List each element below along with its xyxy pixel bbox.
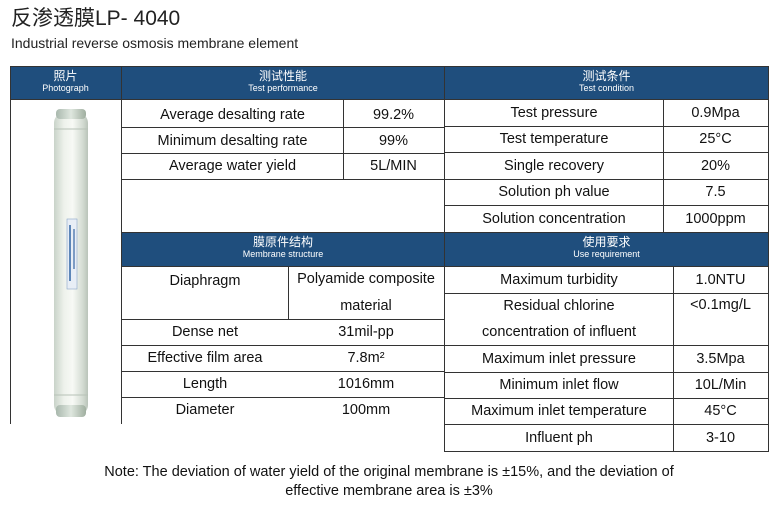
test-condition-header: 测试条件 Test condition xyxy=(445,66,768,99)
requirement-rule-3 xyxy=(445,372,768,373)
photograph-header: 照片 Photograph xyxy=(10,66,121,99)
requirement-label-4: Maximum inlet temperature xyxy=(471,403,647,419)
performance-rule-3 xyxy=(122,179,444,180)
requirement-rule-1 xyxy=(445,293,768,294)
photograph-header-en: Photograph xyxy=(42,83,89,93)
requirement-rule-4 xyxy=(445,398,768,399)
structure-value-1: 31mil-pp xyxy=(338,324,394,340)
center-divider xyxy=(444,66,445,452)
requirement-label-3: Minimum inlet flow xyxy=(499,377,619,393)
membrane-photo xyxy=(10,99,121,424)
structure-rule-1 xyxy=(122,319,444,320)
use-requirement-header-zh: 使用要求 xyxy=(582,235,631,249)
footnote-line-1: Note: The deviation of water yield of th… xyxy=(104,464,674,480)
footnote: Note: The deviation of water yield of th… xyxy=(0,463,778,501)
requirement-value-5: 3-10 xyxy=(705,429,736,446)
structure-value-2: 7.8m² xyxy=(347,350,385,366)
membrane-cylinder-image xyxy=(54,109,88,417)
photograph-header-zh: 照片 xyxy=(53,69,78,83)
requirement-rule-5 xyxy=(445,424,768,425)
requirement-value-1: <0.1mg/L xyxy=(690,297,751,313)
performance-value-0: 99.2% xyxy=(372,106,415,123)
structure-label-1: Dense net xyxy=(171,324,239,340)
requirement-value-4: 45°C xyxy=(704,403,737,419)
requirement-label-5: Influent ph xyxy=(525,429,593,446)
condition-rule-2 xyxy=(445,152,768,153)
performance-rule-1 xyxy=(122,127,444,128)
performance-label-2: Average water yield xyxy=(168,157,297,174)
structure-value-4: 100mm xyxy=(341,402,391,418)
condition-col-divider xyxy=(663,99,664,232)
structure-label-0: Diaphragm xyxy=(169,273,241,289)
table-bottom-border xyxy=(444,451,769,452)
condition-label-1: Test temperature xyxy=(499,131,609,147)
requirement-value-2: 3.5Mpa xyxy=(696,350,745,367)
condition-value-0: 0.9Mpa xyxy=(691,104,740,121)
requirement-value-3: 10L/Min xyxy=(694,377,747,393)
test-performance-header-en: Test performance xyxy=(248,83,318,93)
mid-header-bottom-rule xyxy=(122,266,769,267)
test-condition-header-zh: 测试条件 xyxy=(582,69,631,83)
footnote-line-2: effective membrane area is ±3% xyxy=(285,483,493,499)
condition-rule-4 xyxy=(445,205,768,206)
use-requirement-header: 使用要求 Use requirement xyxy=(445,232,768,266)
header-bottom-rule xyxy=(10,99,769,100)
requirement-rule-2 xyxy=(445,345,768,346)
performance-value-2: 5L/MIN xyxy=(370,157,417,174)
condition-rule-1 xyxy=(445,126,768,127)
condition-rule-3 xyxy=(445,179,768,180)
performance-label-0: Average desalting rate xyxy=(160,106,305,123)
performance-label-1: Minimum desalting rate xyxy=(157,132,308,149)
structure-value-0-line1: Polyamide composite xyxy=(297,271,435,287)
requirement-label-1-line1: Residual chlorine xyxy=(503,298,615,314)
condition-value-2: 20% xyxy=(700,157,731,174)
condition-value-4: 1000ppm xyxy=(685,210,746,227)
structure-col-divider xyxy=(288,266,289,319)
condition-label-0: Test pressure xyxy=(510,104,598,121)
condition-value-3: 7.5 xyxy=(705,184,726,200)
page-subtitle: Industrial reverse osmosis membrane elem… xyxy=(11,35,299,51)
test-performance-header: 测试性能 Test performance xyxy=(122,66,444,99)
structure-label-4: Diameter xyxy=(175,402,235,418)
requirement-label-1: Residual chlorine concentration of influ… xyxy=(445,293,673,345)
table-right-border xyxy=(768,66,769,452)
structure-value-3: 1016mm xyxy=(337,376,395,392)
table-top-border xyxy=(10,66,769,67)
structure-label-2: Effective film area xyxy=(147,350,263,366)
test-performance-header-zh: 测试性能 xyxy=(258,69,307,83)
use-requirement-header-en: Use requirement xyxy=(573,249,640,259)
requirement-value-0: 1.0NTU xyxy=(695,271,746,288)
condition-label-4: Solution concentration xyxy=(482,210,626,227)
performance-rule-2 xyxy=(122,153,444,154)
requirement-label-1-line2: concentration of influent xyxy=(482,324,636,340)
membrane-structure-header-en: Membrane structure xyxy=(242,249,324,259)
requirement-col-divider xyxy=(673,266,674,452)
membrane-structure-header: 膜原件结构 Membrane structure xyxy=(122,232,444,266)
requirement-label-0: Maximum turbidity xyxy=(500,271,618,288)
performance-value-1: 99% xyxy=(378,132,409,149)
photo-right-border xyxy=(121,66,122,424)
structure-value-0: Polyamide composite material xyxy=(288,266,444,319)
requirement-label-2: Maximum inlet pressure xyxy=(482,350,636,367)
mid-header-top-rule xyxy=(122,232,769,233)
page-title: 反渗透膜LP- 4040 xyxy=(11,7,181,30)
table-left-border xyxy=(10,66,11,424)
structure-value-0-line2: material xyxy=(340,298,392,314)
condition-label-2: Single recovery xyxy=(504,157,604,174)
condition-label-3: Solution ph value xyxy=(498,184,610,200)
membrane-structure-header-zh: 膜原件结构 xyxy=(252,235,313,249)
performance-col-divider xyxy=(343,99,344,179)
structure-label-3: Length xyxy=(182,376,228,392)
structure-rule-2 xyxy=(122,345,444,346)
condition-value-1: 25°C xyxy=(699,131,732,147)
test-condition-header-en: Test condition xyxy=(578,83,635,93)
structure-rule-4 xyxy=(122,397,444,398)
structure-rule-3 xyxy=(122,371,444,372)
